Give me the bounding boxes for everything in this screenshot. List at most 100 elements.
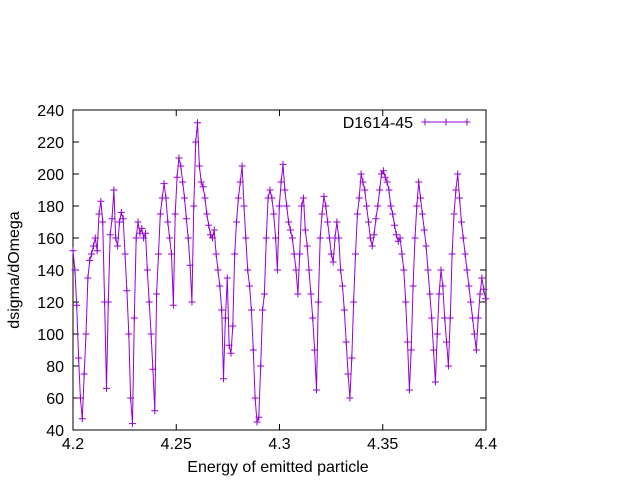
data-point <box>184 234 192 242</box>
data-point <box>175 154 183 162</box>
data-point <box>344 370 352 378</box>
data-point <box>420 226 428 234</box>
data-point <box>411 234 419 242</box>
data-point <box>400 266 408 274</box>
data-point <box>359 178 367 186</box>
data-point <box>381 173 389 181</box>
data-point <box>405 386 413 394</box>
data-point <box>195 162 203 170</box>
data-point <box>134 218 142 226</box>
data-point <box>450 210 458 218</box>
data-point <box>372 215 380 223</box>
data-point <box>279 160 287 168</box>
data-point <box>329 258 337 266</box>
data-point <box>266 186 274 194</box>
data-point <box>225 341 233 349</box>
data-point <box>218 306 226 314</box>
data-point <box>125 330 133 338</box>
y-tick-label: 140 <box>37 263 64 280</box>
data-point <box>480 285 488 293</box>
data-point <box>78 415 86 423</box>
y-tick-label: 120 <box>37 295 64 312</box>
data-point <box>102 384 110 392</box>
data-point <box>404 338 412 346</box>
data-point <box>285 218 293 226</box>
legend-marker <box>442 118 450 126</box>
data-point <box>143 266 151 274</box>
data-point <box>216 282 224 290</box>
y-tick-label: 200 <box>37 167 64 184</box>
data-point <box>227 349 235 357</box>
data-point <box>428 314 436 322</box>
data-point <box>233 218 241 226</box>
data-point <box>156 210 164 218</box>
data-point <box>171 210 179 218</box>
data-point <box>149 365 157 373</box>
data-point <box>95 210 103 218</box>
data-point <box>314 298 322 306</box>
data-point <box>104 298 112 306</box>
data-point <box>348 354 356 362</box>
data-point <box>312 386 320 394</box>
data-point <box>391 221 399 229</box>
data-point <box>465 282 473 290</box>
data-point <box>114 242 122 250</box>
data-point <box>452 186 460 194</box>
data-point <box>374 202 382 210</box>
data-point <box>277 178 285 186</box>
data-point <box>106 231 114 239</box>
data-point <box>127 394 135 402</box>
data-point <box>182 215 190 223</box>
data-point <box>69 247 77 255</box>
data-point <box>482 295 490 303</box>
data-point <box>417 194 425 202</box>
data-point <box>283 202 291 210</box>
data-point <box>437 266 445 274</box>
data-point <box>338 282 346 290</box>
data-point <box>212 250 220 258</box>
data-point <box>316 234 324 242</box>
data-point <box>292 266 300 274</box>
data-point <box>448 250 456 258</box>
data-point <box>205 221 213 229</box>
data-point <box>355 194 363 202</box>
data-point <box>346 394 354 402</box>
data-point <box>435 290 443 298</box>
data-point <box>439 282 447 290</box>
data-point <box>88 250 96 258</box>
data-point <box>201 194 209 202</box>
data-point <box>446 314 454 322</box>
series-layer <box>69 119 490 428</box>
data-point <box>242 234 250 242</box>
y-tick-label: 40 <box>46 423 64 440</box>
data-point <box>220 375 228 383</box>
data-point <box>456 194 464 202</box>
y-tick-label: 180 <box>37 199 64 216</box>
data-point <box>110 186 118 194</box>
data-point <box>376 186 384 194</box>
y-tick-label: 240 <box>37 103 64 120</box>
data-point <box>147 330 155 338</box>
data-point <box>186 261 194 269</box>
data-point <box>166 234 174 242</box>
data-point <box>368 242 376 250</box>
data-point <box>128 420 136 428</box>
data-point <box>309 314 317 322</box>
data-point <box>385 186 393 194</box>
data-point <box>181 194 189 202</box>
data-point <box>303 242 311 250</box>
series-line <box>72 122 487 424</box>
data-point <box>383 178 391 186</box>
data-point <box>192 138 200 146</box>
data-point <box>370 231 378 239</box>
data-point <box>214 266 222 274</box>
data-point <box>281 186 289 194</box>
data-point <box>164 218 172 226</box>
y-axis-label: dsigma/dOmega <box>6 211 23 328</box>
data-point <box>82 330 90 338</box>
data-point <box>333 218 341 226</box>
x-tick-label: 4.25 <box>161 436 192 453</box>
data-point <box>366 234 374 242</box>
data-point <box>151 407 159 415</box>
